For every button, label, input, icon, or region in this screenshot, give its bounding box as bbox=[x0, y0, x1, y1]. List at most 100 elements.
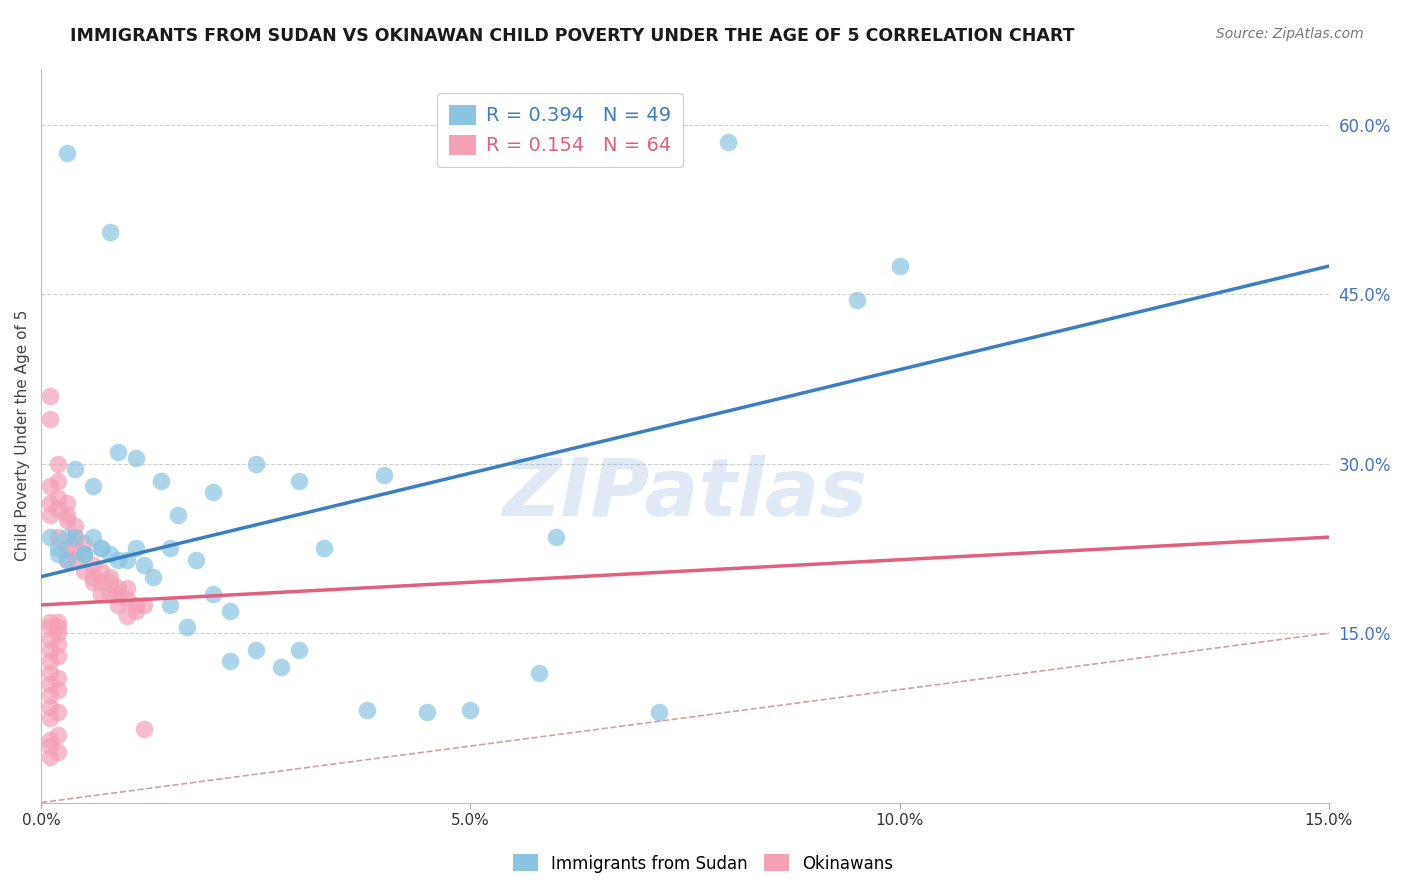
Point bbox=[65, 462, 87, 476]
Point bbox=[176, 620, 198, 634]
Text: Source: ZipAtlas.com: Source: ZipAtlas.com bbox=[1216, 27, 1364, 41]
Point bbox=[115, 553, 138, 567]
Point bbox=[98, 547, 121, 561]
Point bbox=[124, 598, 146, 612]
Point bbox=[38, 688, 60, 702]
Point bbox=[159, 541, 181, 556]
Point bbox=[46, 682, 69, 697]
Point bbox=[184, 553, 207, 567]
Point bbox=[38, 750, 60, 764]
Y-axis label: Child Poverty Under the Age of 5: Child Poverty Under the Age of 5 bbox=[15, 310, 30, 561]
Point bbox=[546, 530, 568, 544]
Point bbox=[38, 677, 60, 691]
Point bbox=[889, 259, 911, 273]
Point bbox=[46, 615, 69, 629]
Point bbox=[115, 592, 138, 607]
Point bbox=[98, 586, 121, 600]
Point bbox=[73, 547, 96, 561]
Point bbox=[56, 146, 79, 161]
Point bbox=[90, 541, 112, 556]
Point bbox=[124, 451, 146, 466]
Point bbox=[38, 389, 60, 403]
Point bbox=[73, 547, 96, 561]
Point bbox=[270, 660, 292, 674]
Point bbox=[46, 530, 69, 544]
Point bbox=[65, 519, 87, 533]
Point bbox=[245, 457, 267, 471]
Point bbox=[107, 598, 129, 612]
Point bbox=[107, 586, 129, 600]
Point bbox=[38, 699, 60, 714]
Point bbox=[65, 541, 87, 556]
Point bbox=[38, 615, 60, 629]
Point bbox=[56, 553, 79, 567]
Point bbox=[46, 637, 69, 651]
Point bbox=[201, 586, 224, 600]
Point bbox=[46, 541, 69, 556]
Point bbox=[527, 665, 550, 680]
Point bbox=[648, 705, 671, 719]
Point bbox=[287, 474, 309, 488]
Point bbox=[65, 530, 87, 544]
Point bbox=[115, 609, 138, 624]
Point bbox=[82, 479, 104, 493]
Point bbox=[167, 508, 190, 522]
Point bbox=[38, 620, 60, 634]
Point bbox=[460, 703, 482, 717]
Point bbox=[38, 411, 60, 425]
Point bbox=[46, 502, 69, 516]
Point bbox=[98, 225, 121, 239]
Point bbox=[46, 474, 69, 488]
Point bbox=[82, 530, 104, 544]
Point bbox=[38, 654, 60, 668]
Point bbox=[98, 575, 121, 590]
Point bbox=[98, 569, 121, 583]
Point bbox=[38, 479, 60, 493]
Point bbox=[845, 293, 868, 307]
Point bbox=[107, 553, 129, 567]
Text: ZIPatlas: ZIPatlas bbox=[502, 455, 868, 533]
Point bbox=[46, 626, 69, 640]
Point bbox=[124, 541, 146, 556]
Point bbox=[56, 508, 79, 522]
Point bbox=[245, 643, 267, 657]
Text: IMMIGRANTS FROM SUDAN VS OKINAWAN CHILD POVERTY UNDER THE AGE OF 5 CORRELATION C: IMMIGRANTS FROM SUDAN VS OKINAWAN CHILD … bbox=[70, 27, 1074, 45]
Point bbox=[142, 569, 165, 583]
Legend: Immigrants from Sudan, Okinawans: Immigrants from Sudan, Okinawans bbox=[506, 847, 900, 880]
Point bbox=[82, 569, 104, 583]
Point bbox=[38, 739, 60, 753]
Point bbox=[287, 643, 309, 657]
Point bbox=[65, 530, 87, 544]
Point bbox=[134, 598, 156, 612]
Point bbox=[82, 558, 104, 573]
Point bbox=[46, 491, 69, 505]
Point bbox=[159, 598, 181, 612]
Point bbox=[90, 564, 112, 578]
Point bbox=[56, 530, 79, 544]
Point bbox=[56, 496, 79, 510]
Point bbox=[717, 135, 740, 149]
Point bbox=[46, 705, 69, 719]
Point bbox=[38, 530, 60, 544]
Point bbox=[38, 643, 60, 657]
Point bbox=[46, 671, 69, 685]
Point bbox=[56, 541, 79, 556]
Legend: R = 0.394   N = 49, R = 0.154   N = 64: R = 0.394 N = 49, R = 0.154 N = 64 bbox=[437, 93, 683, 167]
Point bbox=[107, 581, 129, 595]
Point bbox=[46, 457, 69, 471]
Point bbox=[124, 603, 146, 617]
Point bbox=[38, 711, 60, 725]
Point bbox=[201, 485, 224, 500]
Point bbox=[65, 553, 87, 567]
Point bbox=[46, 547, 69, 561]
Point bbox=[90, 541, 112, 556]
Point bbox=[38, 496, 60, 510]
Point bbox=[90, 586, 112, 600]
Point bbox=[73, 547, 96, 561]
Point bbox=[73, 536, 96, 550]
Point bbox=[56, 553, 79, 567]
Point bbox=[46, 620, 69, 634]
Point bbox=[38, 665, 60, 680]
Point bbox=[38, 733, 60, 747]
Point bbox=[73, 564, 96, 578]
